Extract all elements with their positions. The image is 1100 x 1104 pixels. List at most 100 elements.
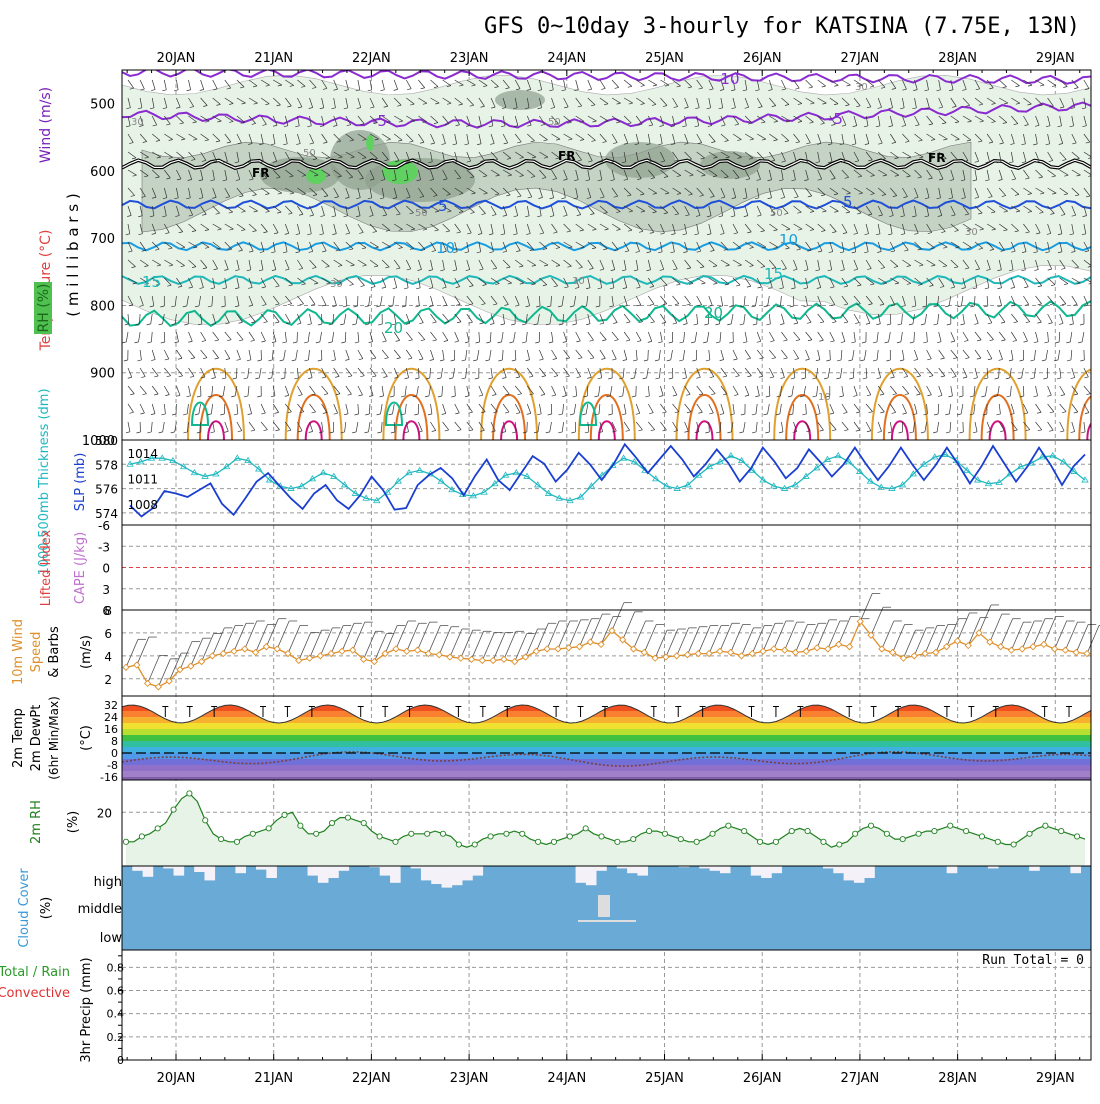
wind-barb [939,386,942,395]
wind-barb [564,386,567,396]
wind-barb [213,80,217,89]
wind-barb [890,404,895,412]
rh2m-marker [472,842,477,847]
wind-barb [660,404,666,412]
rh2m-marker [773,839,778,844]
wind-barb-flag [372,358,376,359]
wind-barb-flag [849,378,853,379]
rh2m-marker [995,839,1000,844]
bl-contour-0-2 [208,421,224,440]
wind-barb [381,422,382,432]
wind-barb-flag [492,395,496,396]
wind-barb-flag [203,358,207,359]
wind-barb-flag [1030,360,1034,361]
wind-barb [225,332,231,340]
wind-barb-flag [974,323,978,324]
label-rh-30-e: 30 [855,82,868,93]
wind-barb [490,332,491,342]
wind-barb-flag [752,414,756,415]
thick-tick-580: 580 [95,434,118,448]
wind-barb [467,314,473,322]
wind-barb [394,80,397,89]
wind-barb [624,422,630,430]
wind-barb-flag [1037,412,1041,413]
label-t-15-b: 15 [764,265,783,283]
rh2m-marker [1074,834,1079,839]
rh2m-marker [932,828,937,833]
wind-barb-flag [563,342,567,343]
wind-barb [489,350,491,360]
bl-contour-7-2 [892,421,908,440]
wind-barb [963,314,965,324]
wind10-barb [1044,616,1056,644]
wind-barb [999,332,1005,340]
wind-barb-flag [952,376,956,377]
wind-barb-flag [830,341,834,342]
cloud-high-gap [452,866,463,885]
wind-barb-flag [364,432,368,433]
label-fr-b: FR [558,149,575,163]
wind-barb-flag [990,340,994,341]
wind-barb [927,368,933,376]
temp-band-2 [122,711,1091,717]
rh2m-marker [979,834,984,839]
wind-barb-flag [824,378,828,379]
wind-barb-flag [380,396,384,397]
wind-barb-flag [1013,340,1017,341]
profile-panel [122,69,1100,440]
wind-barb [576,350,582,358]
cloud-high-gap [318,866,329,883]
wind-barb-flag [165,359,169,360]
wind10-barb [677,628,689,656]
wind-barb [418,296,419,306]
wind-barb-flag [638,430,642,431]
wind-barb [769,332,774,341]
wind-barb-flag [984,306,988,307]
wind-barb [659,350,660,360]
wind-barb [1011,404,1014,414]
wind10-marker [339,648,345,654]
wind-barb-flag [368,90,372,91]
wind-barb-flag [839,396,843,397]
wind-barb-flag [566,358,570,359]
wind-barb-flag [405,432,409,433]
wind-barb [610,386,612,396]
wind-barb-flag [390,396,394,397]
wind-barb-flag [626,430,630,431]
wind-barb-flag [783,340,787,341]
wind-barb-flag [934,414,938,415]
wind-barb [804,386,806,396]
wind-barb-flag [898,324,902,325]
wind-barb [927,386,932,395]
temp-band-4 [122,723,1091,729]
wind-barb [1023,296,1028,304]
date-label-bottom-22jan: 22JAN [352,1071,391,1086]
level-label-800: 800 [90,299,115,314]
wind-barb [515,386,521,394]
bl-contour-9-1 [1079,395,1100,440]
wind-barb-flag [352,432,356,433]
wind-barb [152,368,158,376]
rh2m-marker [916,831,921,836]
wind-barb-flag [512,432,516,433]
wind-barb-flag [1024,341,1028,342]
wind-barb-flag [179,376,183,377]
rh2m-marker [139,834,144,839]
wind-barb-flag [996,414,1000,415]
wind-barb-flag [1034,270,1038,271]
ylabel-temp2m-b: 2m DewPt [29,705,44,772]
rh2m-marker [171,807,176,812]
wind-barb-flag [662,430,666,431]
chart-title: GFS 0~10day 3-hourly for KATSINA (7.75E,… [484,14,1080,39]
wind-barb-flag [612,431,616,432]
wind-barb [950,422,951,432]
wind-barb [139,332,141,342]
wind-barb [624,350,627,360]
wind-barb-flag [805,359,809,360]
rh2m-marker [615,839,620,844]
wind-barb-flag [239,322,243,323]
wind-barb-flag [704,324,708,325]
wind-barb-flag [380,90,384,91]
wind-barb-flag [264,322,268,323]
wind-barb-flag [710,377,714,378]
